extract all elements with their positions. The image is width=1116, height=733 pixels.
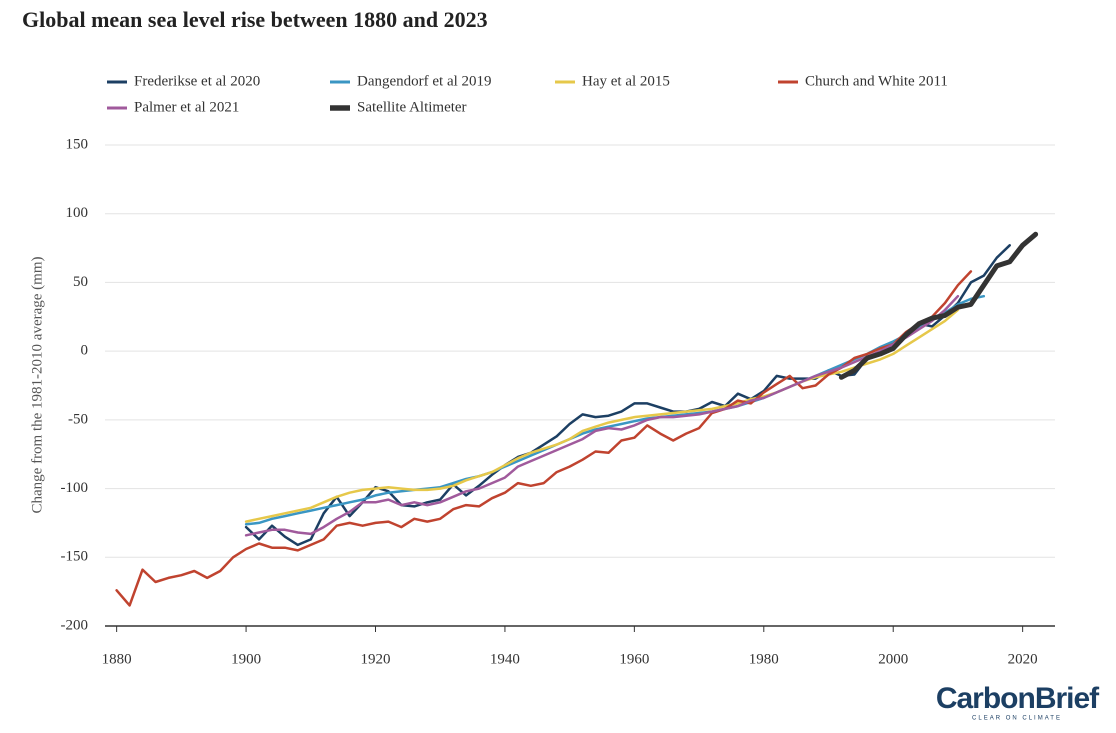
legend-label: Church and White 2011 xyxy=(805,73,948,89)
series-line xyxy=(115,270,973,607)
y-tick-label: -200 xyxy=(61,617,89,633)
legend-label: Palmer et al 2021 xyxy=(134,99,239,115)
x-tick-label: 1980 xyxy=(749,651,779,667)
x-tick-label: 2000 xyxy=(878,651,908,667)
y-tick-label: -100 xyxy=(61,480,89,496)
x-tick-label: 1940 xyxy=(490,651,520,667)
y-tick-label: 150 xyxy=(66,136,89,152)
series-line xyxy=(244,308,960,523)
y-tick-label: 100 xyxy=(66,205,89,221)
logo: CarbonBrief xyxy=(936,682,1100,715)
legend-label: Frederikse et al 2020 xyxy=(134,73,260,89)
y-tick-label: 0 xyxy=(81,343,89,359)
x-tick-label: 2020 xyxy=(1008,651,1038,667)
legend-label: Hay et al 2015 xyxy=(582,73,670,89)
x-tick-label: 1880 xyxy=(102,651,132,667)
y-tick-label: -150 xyxy=(61,549,89,565)
legend-label: Dangendorf et al 2019 xyxy=(357,73,492,89)
series-line xyxy=(244,294,960,537)
legend-label: Satellite Altimeter xyxy=(357,99,467,115)
x-tick-label: 1960 xyxy=(619,651,649,667)
y-tick-label: -50 xyxy=(68,411,88,427)
y-axis-label: Change from the 1981-2010 average (mm) xyxy=(29,256,45,513)
chart-title: Global mean sea level rise between 1880 … xyxy=(22,7,488,32)
y-tick-label: 50 xyxy=(73,274,88,290)
logo-tagline: CLEAR ON CLIMATE xyxy=(972,716,1062,722)
x-tick-label: 1920 xyxy=(361,651,391,667)
series-line xyxy=(838,231,1039,380)
x-tick-label: 1900 xyxy=(231,651,261,667)
